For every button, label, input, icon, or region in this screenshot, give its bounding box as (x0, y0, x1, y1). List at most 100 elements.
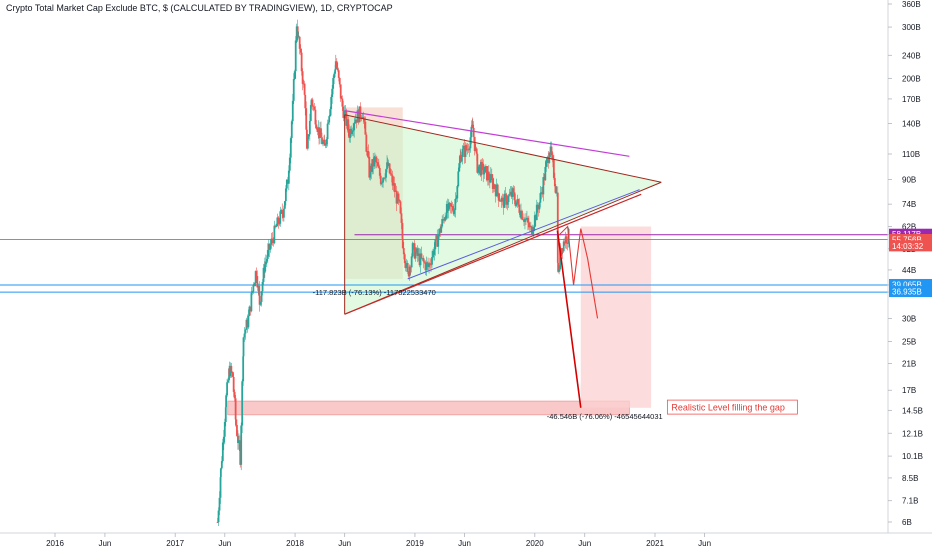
candle-body (496, 184, 499, 194)
candle-body (277, 217, 280, 224)
candle-body (421, 257, 424, 259)
candle-body (309, 105, 312, 121)
candle-body (513, 192, 516, 201)
candle-body (457, 171, 460, 187)
support-line (407, 189, 640, 280)
candle-body (230, 365, 233, 373)
candle-body (485, 166, 488, 181)
candle-body (419, 253, 422, 266)
candle-body (500, 197, 503, 202)
candle-body (551, 155, 554, 158)
triangle-fill (344, 114, 662, 315)
candle-body (354, 119, 357, 124)
y-tick-label: 7.1B (902, 497, 918, 506)
price-badge (889, 240, 932, 252)
candle-body (403, 254, 406, 264)
candle-body (401, 222, 404, 239)
candle-body (249, 306, 252, 312)
candle-body (521, 210, 523, 220)
candle-body (370, 165, 373, 172)
candle-body (472, 127, 475, 137)
candle-body (256, 276, 259, 288)
candle-body (217, 510, 220, 523)
candle-body (397, 193, 400, 200)
x-tick-label: 2021 (646, 539, 664, 548)
candle-body (367, 150, 370, 157)
candle-body (243, 333, 246, 338)
candle-body (504, 193, 507, 195)
candle-body (508, 194, 511, 196)
y-tick-label: 62B (902, 223, 916, 232)
candle-body (541, 192, 544, 195)
candle-body (250, 292, 253, 312)
candle-body (381, 182, 383, 184)
candle-body (262, 267, 265, 282)
candle-body (511, 188, 514, 197)
candle-body (518, 204, 521, 213)
candle-body (539, 193, 542, 203)
candle-body (291, 100, 294, 122)
candle-body (246, 319, 249, 328)
candle-body (414, 251, 417, 259)
y-tick-label: 6B (902, 518, 912, 527)
candle-body (307, 134, 310, 137)
candle-body (431, 257, 433, 265)
candle-body (471, 124, 474, 128)
y-tick-label: 21B (902, 360, 916, 369)
candle-body (433, 249, 436, 255)
candle-body (353, 123, 356, 131)
candle-body (446, 203, 449, 211)
candle-body (453, 209, 456, 215)
candle-body (392, 183, 395, 186)
candle-body (357, 110, 360, 123)
y-tick-label: 8.5B (902, 474, 918, 483)
candle-body (281, 210, 284, 214)
resistance-line (344, 110, 630, 157)
candle-body (293, 71, 296, 80)
candle-body (245, 319, 248, 330)
candle-body (241, 381, 244, 426)
candle-body (295, 26, 298, 41)
candle-body (302, 83, 305, 85)
candle-body (290, 121, 293, 139)
candle-body (373, 157, 376, 167)
candle-body (253, 283, 256, 287)
candle-body (405, 263, 408, 269)
candle-body (466, 149, 469, 151)
candle-body (251, 291, 254, 293)
candle-body (549, 146, 552, 153)
candle-body (271, 238, 274, 241)
candle-body (464, 145, 467, 157)
x-tick-label: Jun (98, 539, 111, 548)
candle-body (545, 161, 548, 167)
candle-body (544, 166, 547, 181)
candle-body (304, 94, 307, 109)
candle-body (417, 253, 420, 256)
candle-body (395, 190, 398, 204)
candle-body (474, 148, 477, 151)
candle-body (325, 139, 328, 145)
candle-body (542, 177, 545, 195)
candle-body (385, 169, 387, 178)
candle-body (491, 178, 494, 189)
candle-body (373, 156, 376, 158)
candle-body (455, 198, 458, 200)
candle-body (269, 244, 272, 250)
candle-body (450, 206, 453, 207)
candle-body (333, 73, 336, 79)
x-tick-label: Jun (578, 539, 591, 548)
candle-body (499, 200, 502, 202)
candle-body (423, 261, 426, 263)
candle-body (327, 122, 330, 124)
y-tick-label: 140B (902, 119, 921, 128)
candle-body (336, 67, 339, 71)
candle-body (469, 137, 472, 149)
candle-body (275, 226, 278, 228)
x-tick-label: Jun (338, 539, 351, 548)
candle-body (394, 190, 397, 192)
candle-body (524, 218, 526, 222)
candle-body (505, 194, 508, 205)
candle-body (284, 188, 287, 202)
candle-body (235, 419, 237, 425)
